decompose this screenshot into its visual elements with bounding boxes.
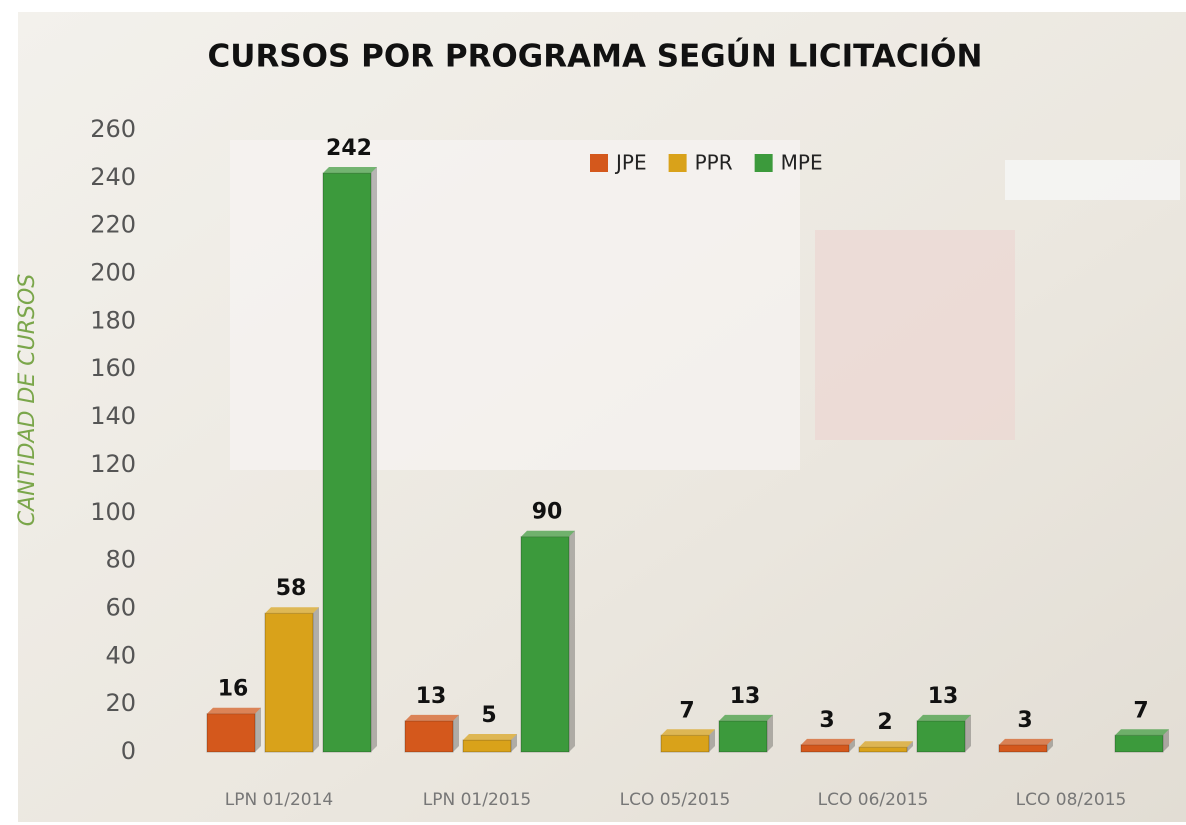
- x-tick-label: LCO 05/2015: [620, 790, 731, 810]
- y-tick-label: 80: [105, 546, 136, 574]
- y-tick-label: 20: [105, 689, 136, 717]
- y-tick-label: 260: [90, 115, 136, 143]
- x-tick-label: LPN 01/2015: [423, 790, 531, 810]
- bar-side: [1163, 729, 1169, 752]
- bar: [916, 720, 966, 753]
- data-label: 242: [326, 136, 372, 161]
- bar-side: [453, 714, 459, 752]
- legend-swatch: [590, 154, 608, 172]
- bar: [800, 744, 850, 753]
- bar-side: [1047, 738, 1053, 752]
- bar-top: [719, 714, 773, 721]
- data-label: 90: [532, 500, 563, 525]
- bar: [660, 734, 710, 753]
- x-tick-label: LPN 01/2014: [225, 790, 333, 810]
- bar-side: [313, 607, 319, 752]
- y-tick-label: 60: [105, 593, 136, 621]
- data-label: 7: [679, 698, 694, 723]
- data-label: 13: [416, 684, 447, 709]
- bar: [206, 713, 256, 753]
- bar-top: [801, 738, 855, 745]
- bar: [462, 739, 512, 753]
- legend-swatch: [754, 154, 773, 172]
- y-tick-label: 140: [90, 402, 136, 430]
- bar-top: [661, 729, 715, 736]
- bar: [264, 612, 314, 753]
- y-tick-label: 180: [90, 306, 136, 334]
- bar: [718, 720, 768, 753]
- x-tick-label: LCO 06/2015: [818, 790, 929, 810]
- background-box: [1005, 160, 1180, 200]
- data-label: 2: [877, 710, 892, 735]
- bar-top: [1115, 729, 1169, 736]
- bar-top: [917, 714, 971, 721]
- bar-side: [767, 714, 773, 752]
- y-tick-label: 240: [90, 163, 136, 191]
- bar-top: [405, 714, 459, 721]
- bar-side: [709, 729, 715, 752]
- y-tick-label: 0: [121, 737, 136, 765]
- bar-top: [323, 167, 377, 174]
- x-tick-label: LCO 08/2015: [1016, 790, 1127, 810]
- bar-top: [521, 530, 575, 537]
- bar-side: [371, 167, 377, 753]
- data-label: 13: [730, 684, 761, 709]
- bar-top: [859, 741, 913, 748]
- y-tick-label: 160: [90, 354, 136, 382]
- bar-top: [463, 734, 517, 741]
- bar: [998, 744, 1048, 753]
- y-axis-label: CANTIDAD DE CURSOS: [15, 274, 40, 527]
- chart-title: CURSOS POR PROGRAMA SEGÚN LICITACIÓN: [208, 38, 983, 75]
- bar-side: [965, 714, 971, 752]
- y-tick-label: 200: [90, 259, 136, 287]
- bar-top: [207, 707, 261, 714]
- y-tick-label: 100: [90, 498, 136, 526]
- bar-top: [999, 738, 1053, 745]
- bar-side: [255, 707, 261, 752]
- bar-side: [569, 530, 575, 752]
- bar: [858, 746, 908, 753]
- data-label: 7: [1133, 698, 1148, 723]
- data-label: 3: [819, 708, 834, 733]
- bar-side: [907, 741, 913, 752]
- data-label: 5: [481, 703, 496, 728]
- data-label: 3: [1017, 708, 1032, 733]
- y-tick-label: 40: [105, 641, 136, 669]
- bar: [322, 172, 372, 753]
- y-tick-label: 120: [90, 450, 136, 478]
- background-panel: [815, 230, 1015, 440]
- bar-side: [511, 734, 517, 752]
- legend-swatch: [668, 154, 687, 172]
- bar: [520, 536, 570, 753]
- data-label: 16: [218, 677, 249, 702]
- bar: [404, 720, 454, 753]
- legend-label: PPR: [695, 151, 733, 175]
- legend-label: MPE: [781, 151, 823, 175]
- y-tick-label: 220: [90, 211, 136, 239]
- legend-label: JPE: [614, 151, 647, 175]
- background-banner: [230, 140, 800, 470]
- bar-side: [849, 738, 855, 752]
- data-label: 58: [276, 576, 307, 601]
- bar: [1114, 734, 1164, 753]
- data-label: 13: [928, 684, 959, 709]
- bar-top: [265, 607, 319, 614]
